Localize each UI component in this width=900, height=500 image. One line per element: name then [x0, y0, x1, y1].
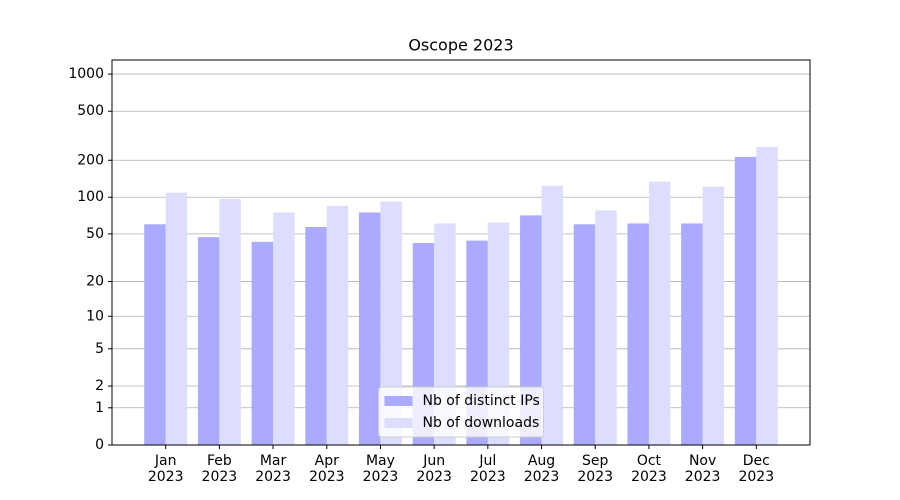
bar [326, 205, 349, 445]
bar [219, 198, 241, 445]
x-tick-label: Apr 2023 [308, 453, 345, 485]
bar [573, 224, 596, 445]
bar [197, 237, 220, 445]
legend-swatch [384, 418, 413, 428]
x-tick-label: Jul 2023 [470, 453, 506, 485]
plot-frame [111, 59, 811, 446]
x-tick-label: Nov 2023 [684, 453, 721, 485]
y-tick-label: 50 [86, 226, 104, 242]
bar [702, 186, 725, 445]
x-tick-label: Feb 2023 [201, 453, 238, 485]
legend-label: Nb of distinct IPs [423, 393, 540, 409]
bar [144, 224, 166, 445]
y-tick-label: 0 [95, 437, 104, 453]
y-tick-label: 100 [77, 189, 104, 205]
bar [541, 185, 564, 445]
x-tick-label: Oct 2023 [631, 453, 667, 485]
x-tick-label: Jun 2023 [416, 453, 452, 485]
bar [734, 156, 757, 446]
chart-title: Oscope 2023 [408, 36, 513, 55]
legend-swatch [384, 396, 413, 406]
y-tick-label: 1000 [68, 66, 104, 82]
bar [648, 181, 671, 445]
y-tick-label: 200 [77, 152, 104, 168]
bar [380, 201, 402, 445]
x-tick-label: May 2023 [362, 453, 399, 485]
y-tick-label: 10 [86, 308, 104, 324]
x-tick-label: Aug 2023 [523, 453, 560, 485]
y-tick-label: 5 [95, 341, 104, 357]
legend-label: Nb of downloads [423, 415, 540, 431]
bar [358, 212, 381, 445]
bar [595, 210, 617, 445]
bar [251, 241, 274, 445]
legend-box [378, 386, 544, 438]
bar [627, 223, 649, 445]
bar [681, 223, 703, 445]
x-tick-label: Mar 2023 [255, 453, 291, 485]
y-tick-label: 500 [77, 103, 104, 119]
x-tick-label: Dec 2023 [738, 453, 775, 485]
y-tick-label: 2 [95, 378, 104, 394]
bar [305, 226, 327, 445]
x-tick-label: Jan 2023 [147, 453, 184, 485]
bar [756, 146, 778, 445]
bar [273, 212, 295, 445]
y-tick-label: 1 [95, 400, 104, 416]
x-tick-label: Sep 2023 [577, 453, 614, 485]
bar [165, 192, 188, 445]
y-tick-label: 20 [86, 274, 104, 290]
